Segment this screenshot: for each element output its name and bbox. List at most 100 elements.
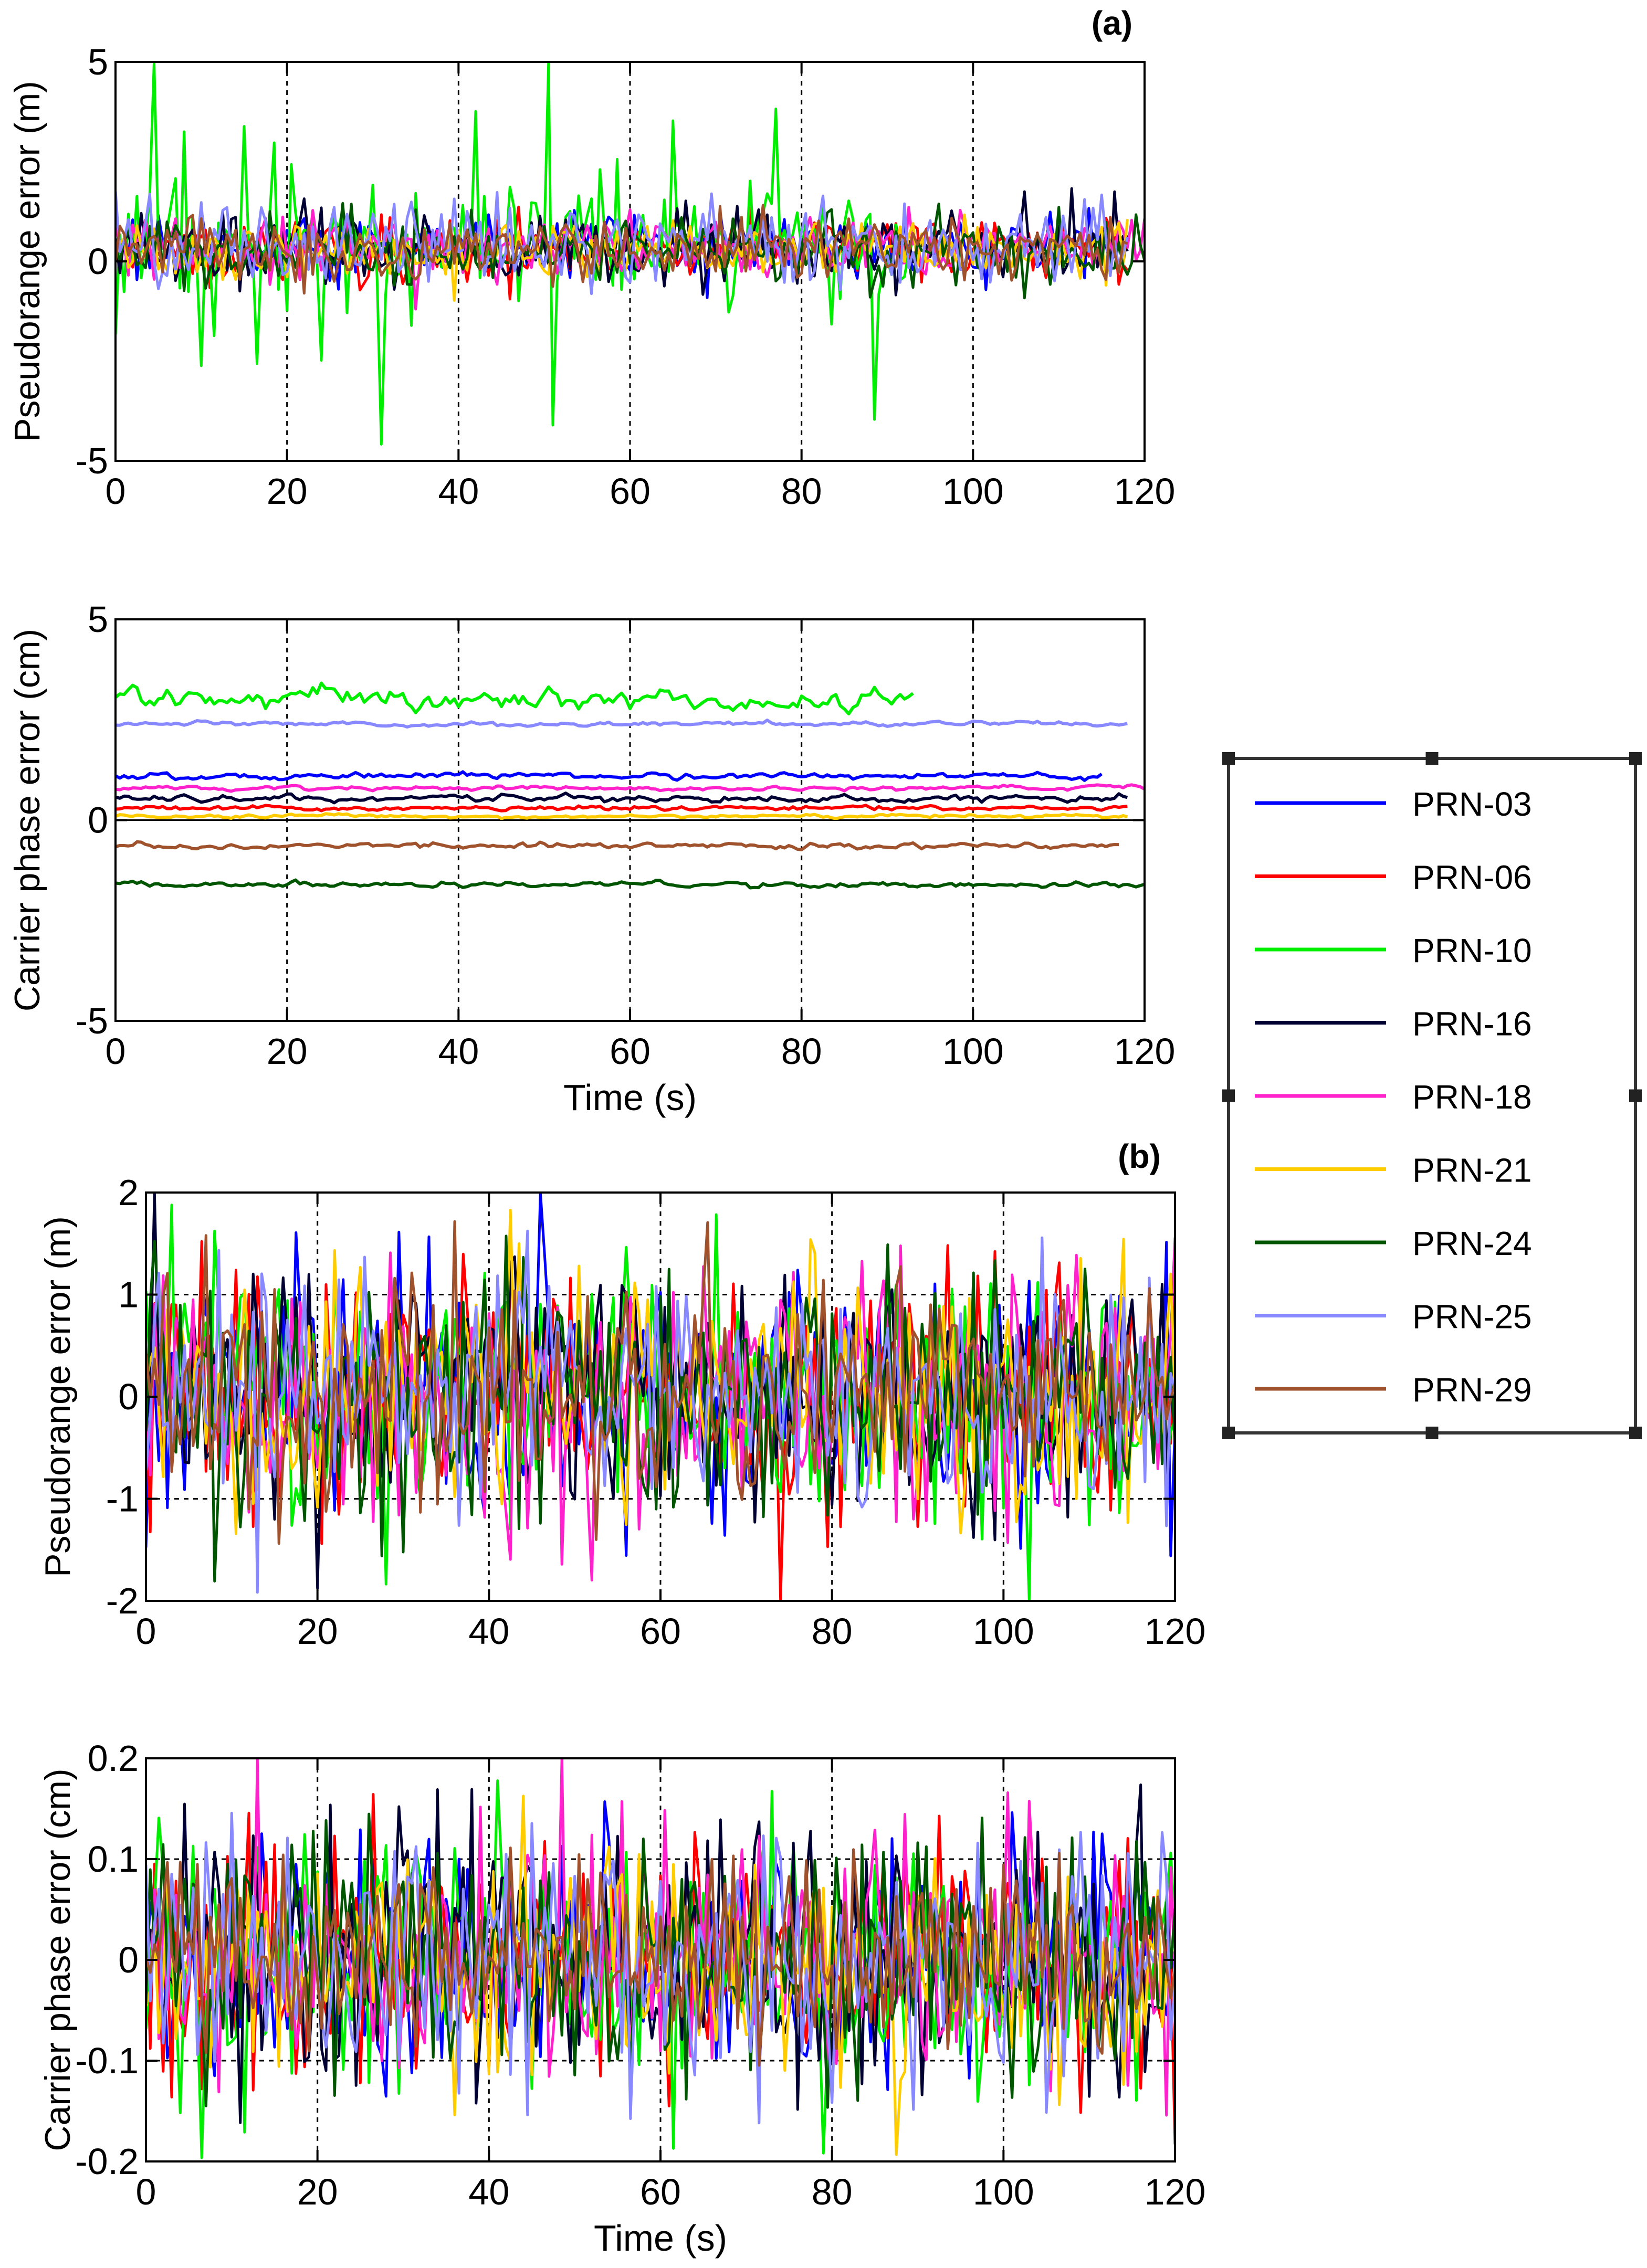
series-line-prn-24 — [146, 1235, 1175, 1583]
legend-entry-prn-24: PRN-24 — [1255, 1225, 1532, 1262]
y-tick-label: -5 — [76, 440, 108, 481]
series-line-prn-29 — [116, 204, 1128, 295]
chart-b-pseudorange: 0 20 40 60 80 100 120 -2 -1 0 1 2 Pseudorange error … — [38, 1172, 1205, 1652]
legend-resize-handle[interactable] — [1425, 1427, 1439, 1439]
x-tick-label: 20 — [267, 1031, 308, 1072]
y-tick-label: 0 — [118, 1376, 139, 1417]
y-tick-label: -2 — [106, 1580, 139, 1621]
series-group — [116, 681, 1145, 890]
y-tick-label: 5 — [88, 41, 108, 82]
series-line-prn-24 — [116, 878, 1145, 890]
y-tick-label: 0 — [88, 800, 108, 841]
x-tick-label: 0 — [106, 471, 126, 512]
legend-label: PRN-18 — [1412, 1078, 1532, 1116]
legend-entry-prn-21: PRN-21 — [1255, 1152, 1532, 1189]
series-line-prn-06 — [116, 804, 1128, 813]
x-tick-label: 120 — [1114, 1031, 1176, 1072]
legend-label: PRN-21 — [1412, 1152, 1532, 1189]
legend-resize-handle[interactable] — [1222, 752, 1235, 765]
x-tick-label: 120 — [1114, 471, 1176, 512]
y-axis-label: Carrier phase error (cm) — [7, 629, 47, 1011]
legend-resize-handle[interactable] — [1629, 1089, 1642, 1102]
x-tick-label: 40 — [438, 1031, 479, 1072]
x-tick-label: 20 — [267, 471, 308, 512]
y-tick-label: -1 — [106, 1479, 139, 1520]
y-tick-label: 0 — [88, 241, 108, 282]
legend-label: PRN-24 — [1412, 1225, 1532, 1262]
x-tick-label: 100 — [942, 1031, 1004, 1072]
legend-label: PRN-29 — [1412, 1371, 1532, 1409]
y-tick-label: -0.1 — [75, 2040, 139, 2081]
x-tick-label: 0 — [106, 1031, 126, 1072]
legend-label: PRN-10 — [1412, 932, 1532, 969]
y-tick-label: 0.2 — [88, 1738, 139, 1779]
y-tick-label: 0.1 — [88, 1839, 139, 1880]
legend-entry-prn-18: PRN-18 — [1255, 1078, 1532, 1116]
x-tick-label: 20 — [297, 2171, 338, 2212]
panel-a-label: (a) — [1092, 4, 1132, 42]
x-tick-label: 100 — [973, 2171, 1034, 2212]
series-group — [146, 1193, 1175, 1601]
y-tick-label: 0 — [118, 1939, 139, 1980]
panel-b-label: (b) — [1118, 1137, 1161, 1175]
y-axis-label: Pseudorange error (m) — [7, 81, 47, 442]
y-tick-label: 5 — [88, 599, 108, 640]
series-line-prn-25 — [116, 191, 1129, 296]
series-line-prn-03 — [116, 770, 1103, 782]
legend-label: PRN-16 — [1412, 1005, 1532, 1043]
series-line-prn-24 — [116, 202, 1145, 300]
x-tick-label: 100 — [942, 471, 1004, 512]
legend-resize-handle[interactable] — [1222, 1089, 1235, 1102]
series-group — [146, 1758, 1175, 2159]
series-line-prn-18 — [116, 783, 1145, 793]
x-tick-label: 40 — [438, 471, 479, 512]
x-tick-label: 0 — [136, 1611, 156, 1652]
x-tick-label: 40 — [468, 2171, 509, 2212]
series-group — [116, 62, 1145, 446]
x-tick-label: 60 — [640, 1611, 681, 1652]
y-tick-label: 2 — [118, 1172, 139, 1213]
series-line-prn-16 — [116, 792, 1128, 805]
x-tick-label: 100 — [973, 1611, 1034, 1652]
legend[interactable]: PRN-03 PRN-06 PRN-10 PRN-16 PRN-18 PRN-21 PRN-… — [1222, 752, 1642, 1439]
series-line-prn-29 — [146, 1220, 1175, 1545]
legend-entry-prn-10: PRN-10 — [1255, 932, 1532, 969]
legend-resize-handle[interactable] — [1629, 1427, 1642, 1439]
legend-resize-handle[interactable] — [1425, 752, 1439, 765]
x-tick-label: 60 — [640, 2171, 681, 2212]
x-tick-label: 120 — [1145, 1611, 1206, 1652]
series-line-prn-21 — [116, 812, 1128, 820]
legend-entry-prn-03: PRN-03 — [1255, 785, 1532, 823]
series-line-prn-10 — [146, 1779, 1175, 2159]
x-tick-label: 80 — [781, 471, 822, 512]
x-tick-label: 0 — [136, 2171, 156, 2212]
y-axis-label: Pseudorange error (m) — [38, 1216, 78, 1577]
x-axis-label: Time (s) — [594, 2218, 727, 2259]
legend-resize-handle[interactable] — [1222, 1427, 1235, 1439]
y-axis-label: Carrier phase error (cm) — [38, 1768, 78, 2151]
x-tick-label: 80 — [781, 1031, 822, 1072]
legend-label: PRN-03 — [1412, 785, 1532, 823]
legend-label: PRN-06 — [1412, 859, 1532, 896]
x-tick-label: 80 — [812, 2171, 853, 2212]
series-line-prn-25 — [116, 719, 1128, 729]
y-tick-label: -5 — [76, 1000, 108, 1041]
y-tick-label: -0.2 — [75, 2141, 139, 2182]
legend-resize-handle[interactable] — [1629, 752, 1642, 765]
x-tick-label: 20 — [297, 1611, 338, 1652]
x-tick-label: 60 — [610, 471, 651, 512]
legend-label: PRN-25 — [1412, 1298, 1532, 1336]
series-line-prn-10 — [116, 681, 914, 715]
legend-entry-prn-29: PRN-29 — [1255, 1371, 1532, 1409]
series-line-prn-29 — [146, 1847, 1175, 2067]
x-tick-label: 80 — [812, 1611, 853, 1652]
x-axis-label: Time (s) — [563, 1077, 697, 1118]
x-tick-label: 60 — [610, 1031, 651, 1072]
legend-entry-prn-25: PRN-25 — [1255, 1298, 1532, 1336]
series-line-prn-29 — [116, 840, 1119, 851]
